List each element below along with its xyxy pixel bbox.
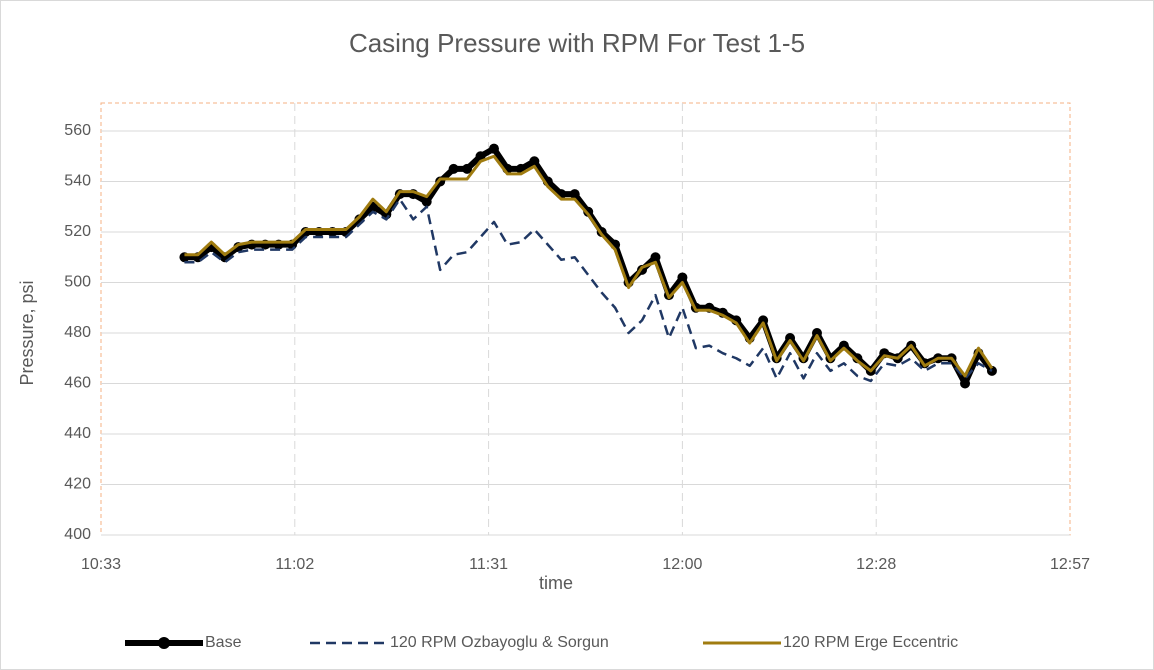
y-tick-label: 560	[64, 122, 91, 139]
y-axis-label: Pressure, psi	[17, 280, 37, 385]
x-axis-label: time	[539, 573, 573, 593]
x-tick-label: 12:28	[856, 556, 896, 573]
point-marker	[421, 196, 432, 207]
point-marker	[650, 252, 661, 263]
point-marker	[677, 272, 688, 283]
point-marker	[852, 353, 863, 364]
point-marker	[462, 163, 473, 174]
point-marker	[838, 340, 849, 351]
x-tick-label: 11:31	[469, 556, 508, 573]
legend-label: Base	[205, 634, 242, 651]
point-marker	[758, 315, 769, 326]
y-tick-label: 500	[64, 274, 91, 291]
series-line	[184, 154, 994, 378]
series-line	[184, 197, 993, 383]
point-marker	[475, 151, 486, 162]
point-marker	[448, 163, 459, 174]
y-tick-label: 520	[64, 223, 91, 240]
point-marker	[960, 378, 971, 389]
legend-label: 120 RPM Ozbayoglu & Sorgun	[390, 634, 609, 651]
x-tick-label: 10:33	[81, 556, 121, 573]
y-tick-label: 460	[64, 375, 91, 392]
point-marker	[488, 143, 499, 154]
y-tick-label: 400	[64, 526, 91, 543]
y-tick-label: 540	[64, 173, 91, 190]
y-tick-label: 480	[64, 324, 91, 341]
y-tick-label: 420	[64, 476, 91, 493]
x-tick-label: 11:02	[275, 556, 314, 573]
point-marker	[529, 156, 540, 167]
point-marker	[569, 189, 580, 200]
legend-marker	[158, 637, 170, 649]
point-marker	[811, 328, 822, 338]
legend-label: 120 RPM Erge Eccentric	[783, 634, 958, 651]
point-marker	[785, 333, 796, 344]
x-tick-label: 12:00	[662, 556, 702, 573]
y-tick-label: 440	[64, 425, 91, 442]
x-tick-label: 12:57	[1050, 556, 1090, 573]
chart-title: Casing Pressure with RPM For Test 1-5	[349, 28, 805, 58]
